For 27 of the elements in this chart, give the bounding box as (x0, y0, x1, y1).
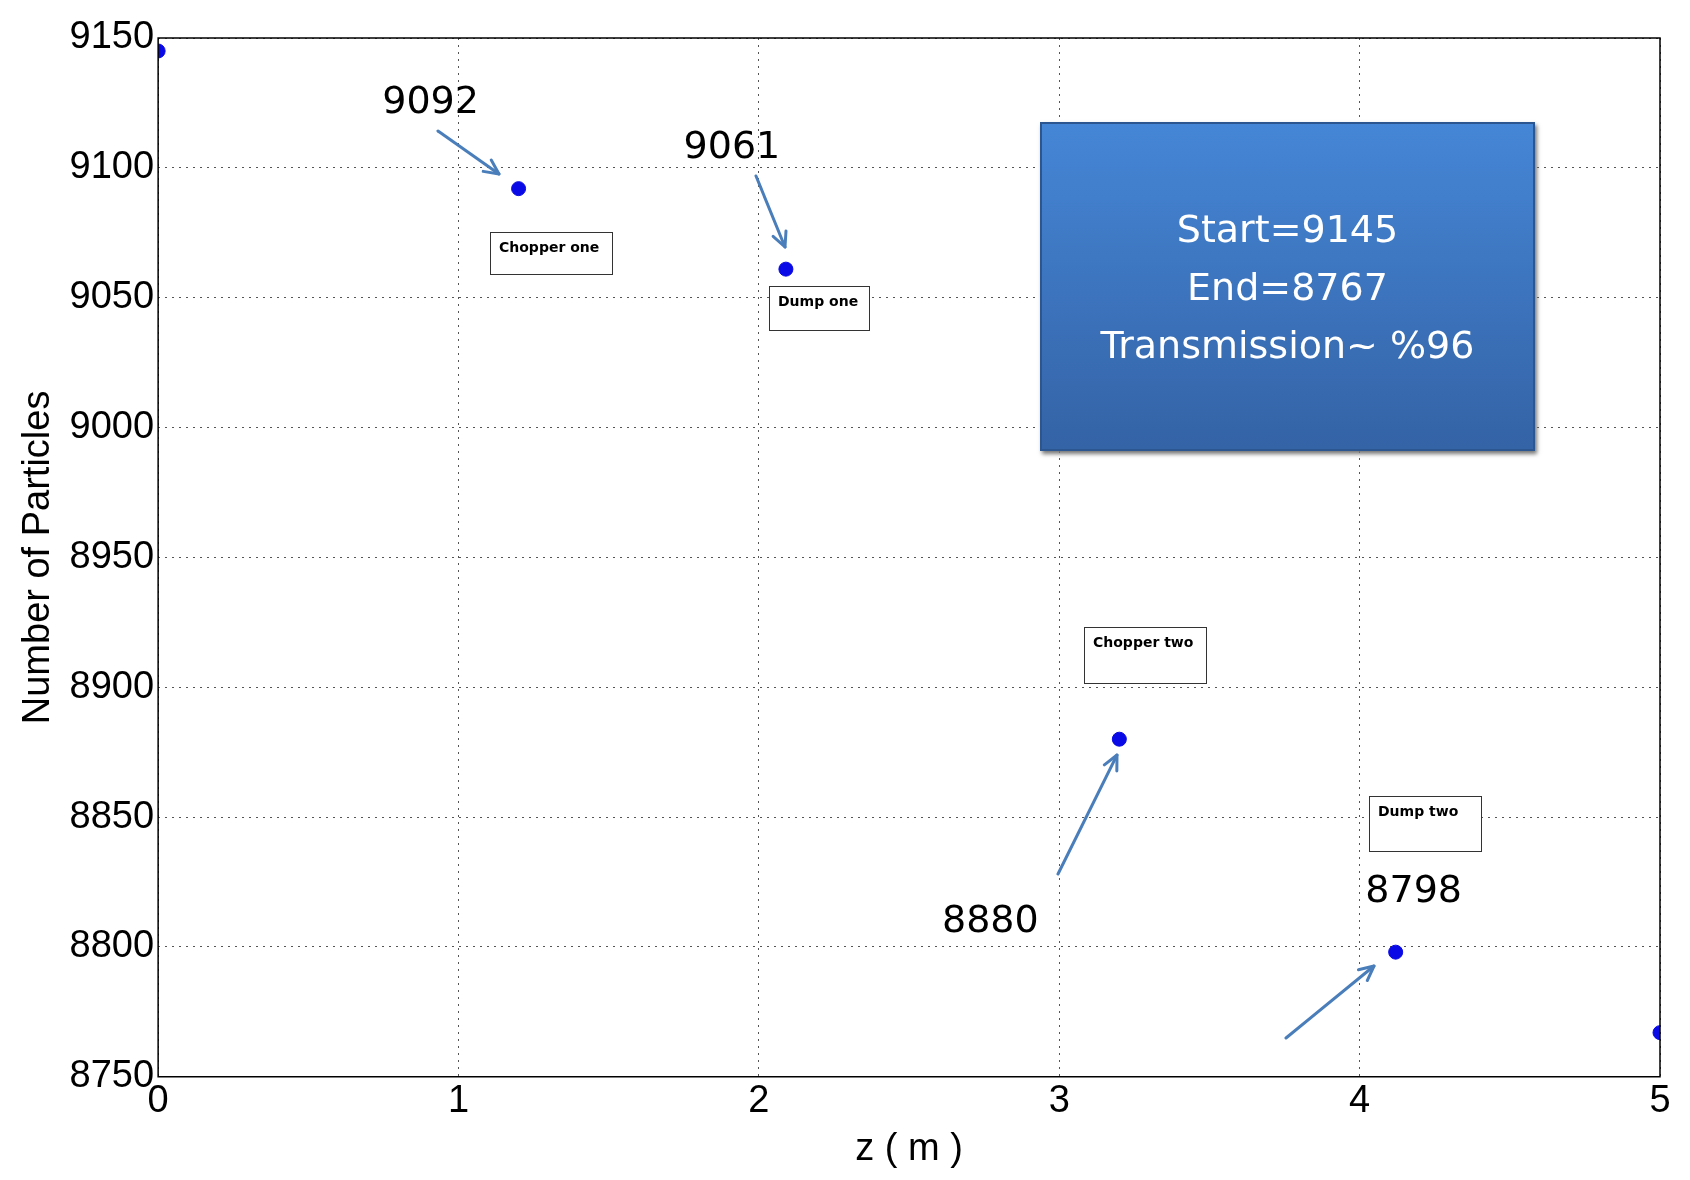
callout-box: Start=9145 End=8767 Transmission~ %96 (1040, 122, 1535, 451)
note-box: Dump two (1369, 796, 1482, 852)
x-tick-label: 4 (1349, 1078, 1371, 1121)
x-tick-label: 3 (1048, 1078, 1070, 1121)
data-label: 8798 (1365, 867, 1463, 912)
y-tick-label: 9050 (69, 274, 155, 317)
y-tick-label: 8950 (69, 533, 155, 576)
note-box: Dump one (769, 286, 870, 331)
point (511, 181, 527, 197)
x-tick-label: 2 (748, 1078, 770, 1121)
x-tick-label: 5 (1649, 1078, 1671, 1121)
y-tick-label: 9150 (69, 14, 155, 57)
y-tick-label: 8800 (69, 923, 155, 966)
data-label: 8880 (941, 897, 1039, 942)
y-tick-label: 9000 (69, 404, 155, 447)
y-tick-label: 8900 (69, 663, 155, 706)
note-box: Chopper one (490, 232, 613, 275)
y-axis-title: Number of Particles (15, 390, 58, 725)
y-tick-label: 9100 (69, 144, 155, 187)
point (778, 261, 794, 277)
x-tick-label: 1 (447, 1078, 470, 1121)
note-box: Chopper two (1084, 627, 1207, 684)
y-tick-label: 8850 (69, 793, 155, 836)
data-label: 9092 (382, 77, 479, 122)
point (1111, 731, 1127, 747)
data-label: 9061 (683, 123, 781, 168)
x-axis-title: z ( m ) (855, 1125, 963, 1168)
